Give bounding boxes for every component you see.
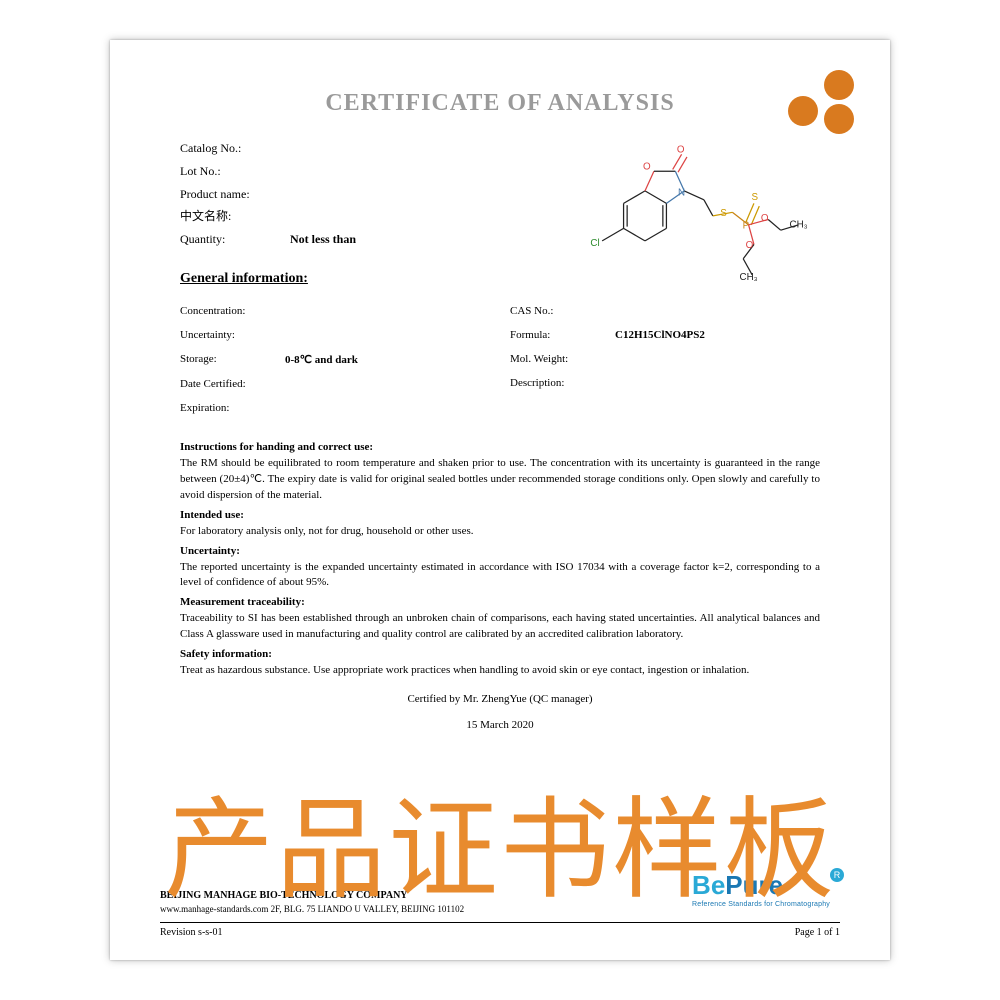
page-title: CERTIFICATE OF ANALYSIS [160, 90, 840, 117]
instructions-text: The RM should be equilibrated to room te… [180, 456, 820, 504]
certificate-page: CERTIFICATE OF ANALYSIS ClOONSPSOOCH₃CH₃… [110, 40, 890, 960]
svg-text:S: S [720, 208, 727, 219]
expiration-label: Expiration: [180, 402, 285, 414]
cn-name-label: 中文名称: [180, 205, 290, 228]
svg-text:N: N [678, 187, 685, 198]
uncertainty-heading: Uncertainty: [180, 544, 820, 560]
traceability-text: Traceability to SI has been established … [180, 611, 820, 643]
footer: BEIJING MANHAGE BIO-TECHNOLOGY COMPANY w… [160, 890, 840, 938]
svg-text:O: O [761, 213, 769, 224]
quantity-label: Quantity: [180, 228, 290, 251]
svg-text:CH₃: CH₃ [739, 272, 757, 283]
page-number: Page 1 of 1 [795, 927, 840, 938]
intended-use-heading: Intended use: [180, 508, 820, 524]
mol-weight-label: Mol. Weight: [510, 353, 615, 365]
svg-text:Cl: Cl [590, 238, 599, 249]
svg-text:S: S [752, 192, 759, 203]
formula-label: Formula: [510, 329, 615, 341]
date-certified-label: Date Certified: [180, 378, 285, 390]
cas-label: CAS No.: [510, 305, 615, 317]
svg-text:O: O [746, 240, 754, 251]
concentration-label: Concentration: [180, 305, 285, 317]
registered-icon: R [830, 868, 844, 882]
company-name: BEIJING MANHAGE BIO-TECHNOLOGY COMPANY [160, 890, 840, 901]
revision: Revision s-s-01 [160, 927, 223, 938]
svg-text:O: O [677, 145, 685, 156]
uncertainty-label: Uncertainty: [180, 329, 285, 341]
body-text: Instructions for handing and correct use… [180, 440, 820, 679]
safety-heading: Safety information: [180, 647, 820, 663]
intended-use-text: For laboratory analysis only, not for dr… [180, 524, 820, 540]
formula-value: C12H15ClNO4PS2 [615, 329, 705, 341]
certified-date: 15 March 2020 [160, 719, 840, 731]
instructions-heading: Instructions for handing and correct use… [180, 440, 820, 456]
uncertainty-text: The reported uncertainty is the expanded… [180, 560, 820, 592]
product-label: Product name: [180, 183, 290, 206]
svg-text:P: P [743, 220, 750, 231]
svg-text:O: O [643, 161, 651, 172]
lot-label: Lot No.: [180, 160, 290, 183]
catalog-label: Catalog No.: [180, 137, 290, 160]
storage-value: 0-8℃ and dark [285, 353, 358, 366]
safety-text: Treat as hazardous substance. Use approp… [180, 663, 820, 679]
company-address: www.manhage-standards.com 2F, BLG. 75 LI… [160, 904, 840, 914]
quantity-value: Not less than [290, 228, 356, 251]
certified-by: Certified by Mr. ZhengYue (QC manager) [160, 693, 840, 705]
traceability-heading: Measurement traceability: [180, 595, 820, 611]
svg-text:CH₃: CH₃ [789, 220, 807, 231]
storage-label: Storage: [180, 353, 285, 366]
info-grid: Concentration: Uncertainty: Storage:0-8℃… [180, 305, 840, 426]
molecule-structure-icon: ClOONSPSOOCH₃CH₃ [570, 130, 820, 300]
description-label: Description: [510, 377, 615, 389]
